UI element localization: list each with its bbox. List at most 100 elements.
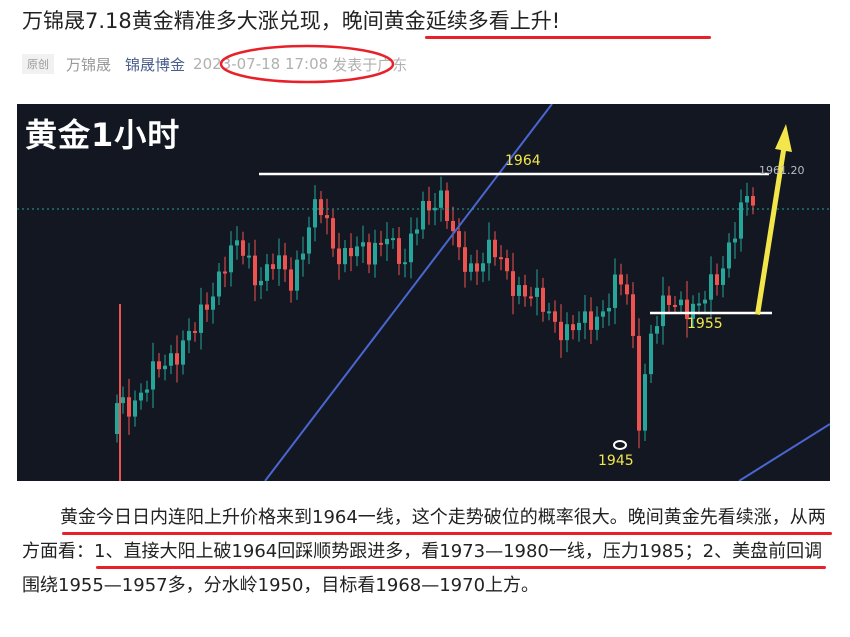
candle-body [601,311,605,317]
candle-body [115,403,119,434]
candle-body [511,271,515,296]
level-label-1955: 1955 [687,316,723,332]
original-badge: 原创 [22,54,54,74]
candle-body [313,199,317,228]
candle-body [283,255,287,270]
candle-body [619,274,623,285]
candle-body [385,238,389,245]
title-underline [425,36,711,39]
candle-body [457,231,461,248]
chart-title: 黄金1小时 [25,116,181,154]
candle-body [223,271,227,274]
candle-body [685,299,689,320]
candle-body [319,199,323,216]
account-link[interactable]: 锦晟博金 [125,55,186,74]
candle-body [409,233,413,263]
paragraph-underline-2 [96,566,826,569]
candle-body [421,201,425,230]
candle-body [259,280,263,286]
low-marker-1945 [613,440,627,450]
candle-body [193,330,197,333]
candle-body [415,229,419,234]
candles-layer [115,176,755,481]
candle-body [445,190,449,221]
author-name: 万锦晟 [66,55,112,74]
trendline-left [264,104,553,481]
candle-body [331,218,335,249]
candle-body [427,201,431,211]
candle-body [343,248,347,265]
candle-body [397,238,401,264]
candle-body [307,227,311,254]
paragraph-underline-1 [62,532,832,535]
candle-body [127,397,131,417]
candle-body [241,240,245,256]
candle-body [715,274,719,285]
candle-body [205,304,209,310]
candle-body [625,284,629,295]
candle-body [595,316,599,330]
candle-body [253,255,257,286]
candle-body [151,361,155,390]
candle-body [577,322,581,331]
candle-body [247,255,251,258]
candle-body [463,247,467,272]
candle-body [391,238,395,241]
candle-body [199,304,203,333]
candle-body [613,274,617,308]
candle-body [673,304,677,307]
candle-body [535,287,539,297]
candle-body [487,239,491,264]
candle-body [565,324,569,341]
candle-body [727,242,731,269]
candle-body [505,258,509,272]
candle-body [607,307,611,312]
candle-body [355,246,359,257]
candle-body [541,287,545,312]
candle-body [235,240,239,246]
candle-body [181,340,185,365]
candlestick-chart [17,104,830,481]
candle-body [325,215,329,219]
candle-body [379,242,383,245]
candle-body [163,365,167,370]
candle-body [745,196,749,203]
candle-body [691,303,695,320]
candle-body [643,374,647,431]
candle-body [529,296,533,299]
candle-body [187,330,191,341]
candle-body [217,271,221,297]
candle-body [703,299,707,304]
datetime-red-circle [219,44,395,84]
candle-body [499,257,503,260]
candle-body [523,285,527,297]
candle-body [451,220,455,232]
candle-body [169,353,173,366]
candle-body [145,389,149,393]
candle-body [277,255,281,270]
candle-body [739,202,743,239]
candle-body [721,268,725,285]
candle-body [589,311,593,330]
candle-body [583,311,587,323]
candle-body [157,361,161,370]
candle-body [697,303,701,306]
candle-body [337,248,341,265]
candle-body [295,259,299,291]
candle-body [265,264,269,281]
candle-body [649,333,653,375]
candle-body [679,299,683,306]
candle-body [133,400,137,417]
candle-body [433,207,437,211]
candle-body [733,238,737,243]
candle-body [571,324,575,331]
candle-body [559,321,563,341]
candle-body [667,295,671,305]
candle-body [403,262,407,265]
candle-body [547,311,551,314]
trendline-right [738,423,830,481]
candle-body [175,353,179,365]
candle-body [289,269,293,291]
candle-body [271,264,275,270]
level-label-1945: 1945 [598,453,634,469]
